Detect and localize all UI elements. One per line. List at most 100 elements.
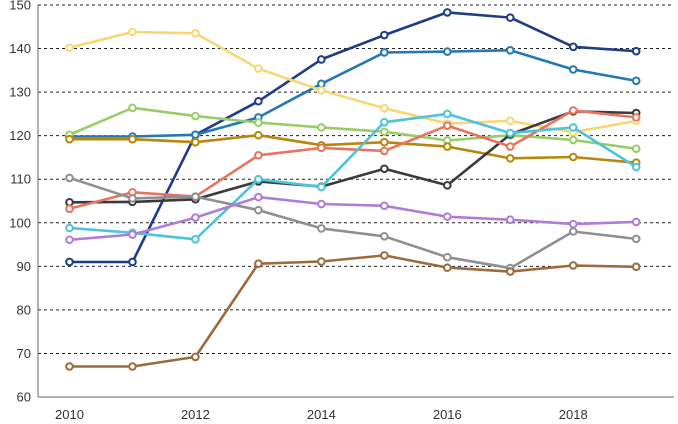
y-tick-label-120: 120 [9, 128, 31, 143]
series-6-point-2015 [380, 164, 389, 174]
y-tick-label-130: 130 [9, 85, 31, 100]
series-8-point-2014 [317, 182, 326, 192]
series-10 [65, 192, 641, 245]
y-tick-label-150: 150 [9, 0, 31, 13]
series-1-point-2016 [443, 8, 452, 17]
series-3-point-2013 [254, 64, 263, 73]
series-8-line [68, 112, 638, 241]
series-2-point-2012 [191, 130, 200, 140]
y-tick-label-80: 80 [17, 302, 31, 317]
series-4-point-2015 [380, 127, 389, 137]
series-1-point-2013 [254, 96, 263, 106]
series-11-point-2014 [317, 257, 326, 266]
series-11-point-2017 [505, 267, 515, 276]
series-10-point-2018 [568, 219, 578, 229]
series-3-line [68, 30, 638, 134]
y-tick-label-90: 90 [17, 259, 31, 274]
series-11-point-2011 [128, 362, 137, 371]
series-1-point-2014 [317, 55, 326, 64]
y-axis-tick-labels: 60 70 80 90 100 110 120 130 140 150 [9, 0, 31, 405]
series-4-point-2011 [128, 103, 137, 113]
series-7-point-2013 [254, 150, 263, 160]
x-axis-tick-labels: 2010 2012 2014 2016 2018 [55, 407, 588, 422]
series-9-point-2014 [317, 224, 326, 233]
series-1-point-2011 [128, 257, 137, 267]
series-8-point-2019 [631, 162, 641, 172]
series-11-line [68, 254, 638, 368]
series-9-point-2010 [65, 173, 74, 183]
series-4-point-2013 [254, 118, 263, 127]
series-5-point-2012 [191, 137, 200, 147]
series-11-point-2018 [568, 261, 578, 270]
series-7-point-2016 [443, 121, 452, 130]
series-9-point-2018 [568, 227, 578, 236]
y-tick-label-140: 140 [9, 41, 31, 56]
series-8-point-2012 [191, 235, 200, 244]
x-tick-label-2016: 2016 [433, 407, 462, 422]
series-11-point-2012 [191, 352, 200, 362]
series-9-point-2011 [128, 194, 137, 203]
series-7-point-2017 [505, 142, 515, 151]
series-9-point-2016 [443, 252, 452, 262]
y-tick-label-60: 60 [17, 390, 31, 405]
series-2-point-2019 [631, 76, 641, 86]
series-2-line [68, 48, 638, 138]
series-7-point-2015 [380, 146, 389, 156]
series-8-point-2013 [254, 174, 263, 184]
series-1-point-2018 [568, 42, 578, 52]
series-1-point-2019 [631, 46, 641, 56]
series-10-point-2019 [631, 217, 641, 227]
series-3-point-2011 [128, 27, 137, 37]
series-7 [65, 106, 641, 214]
series-10-point-2014 [317, 199, 326, 209]
series-11-point-2019 [631, 262, 641, 272]
series-2-point-2016 [443, 47, 452, 56]
series-3-point-2017 [505, 116, 515, 126]
x-tick-label-2012: 2012 [181, 407, 210, 422]
series-10-line [68, 195, 638, 242]
series-5-point-2017 [505, 154, 515, 163]
series-3-point-2012 [191, 29, 200, 38]
series-8-point-2016 [443, 109, 452, 119]
series-6-line [68, 110, 638, 204]
series-11-point-2010 [65, 362, 74, 371]
series-1-point-2010 [65, 257, 74, 267]
series-group [65, 8, 641, 371]
series-11-point-2016 [443, 263, 452, 272]
series-5-point-2015 [380, 137, 389, 147]
series-10-point-2015 [380, 201, 389, 211]
series-5-line [68, 133, 638, 164]
series-5-point-2011 [128, 134, 137, 144]
series-11 [65, 251, 641, 371]
series-5-point-2016 [443, 142, 452, 151]
series-4 [65, 103, 641, 154]
series-7-point-2018 [568, 106, 578, 115]
series-2-point-2017 [505, 45, 515, 55]
series-8-point-2010 [65, 223, 74, 233]
series-11-point-2015 [380, 251, 389, 260]
series-2-point-2018 [568, 65, 578, 74]
series-4-point-2012 [191, 111, 200, 121]
series-4-point-2018 [568, 135, 578, 145]
series-10-point-2017 [505, 215, 515, 225]
series-7-point-2014 [317, 143, 326, 153]
series-2-point-2015 [380, 48, 389, 57]
series-2 [65, 45, 641, 141]
series-5-point-2018 [568, 152, 578, 162]
series-8-point-2015 [380, 117, 389, 127]
series-3-point-2014 [317, 86, 326, 95]
series-4-line [68, 106, 638, 150]
series-7-point-2019 [631, 113, 641, 122]
series-9-point-2015 [380, 231, 389, 241]
y-tick-label-70: 70 [17, 346, 31, 361]
series-9-point-2019 [631, 234, 641, 244]
series-4-point-2014 [317, 123, 326, 132]
series-9-point-2012 [191, 192, 200, 201]
series-5-point-2010 [65, 134, 74, 144]
series-8-point-2018 [568, 123, 578, 132]
series-10-point-2011 [128, 230, 137, 239]
x-tick-label-2014: 2014 [307, 407, 336, 422]
series-10-point-2016 [443, 212, 452, 221]
series-9 [65, 173, 641, 273]
series-7-point-2010 [65, 204, 74, 214]
